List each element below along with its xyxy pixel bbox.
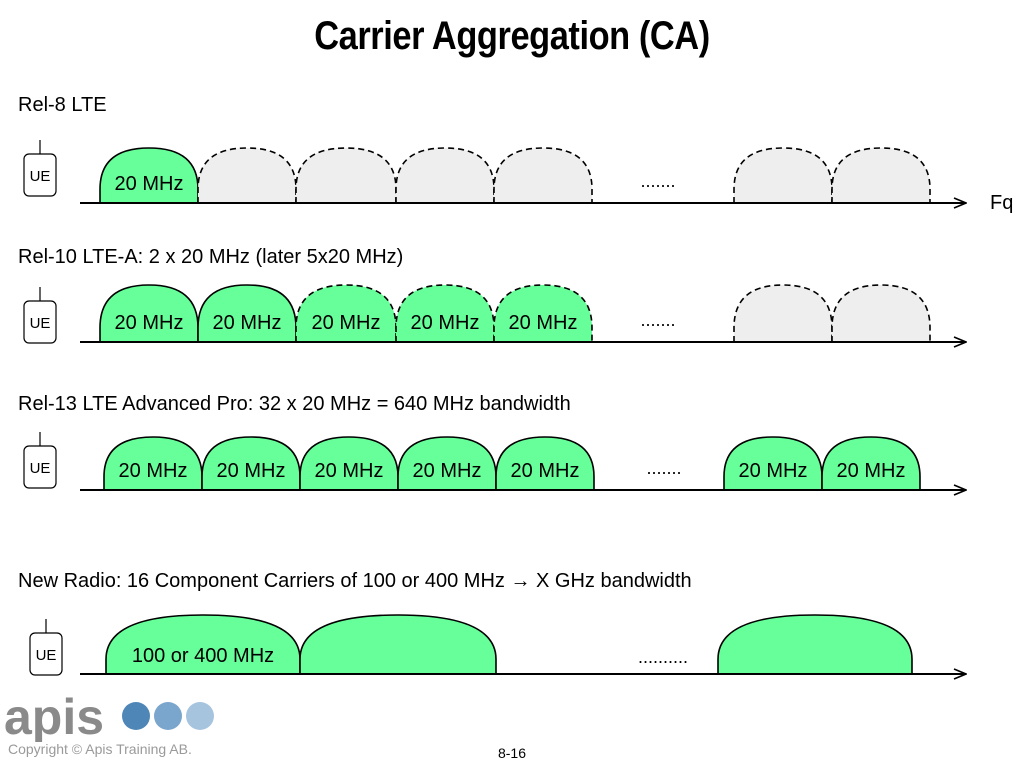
carrier-active — [397, 436, 497, 490]
carrier-active — [99, 284, 199, 342]
carrier-label: 100 or 400 MHz — [132, 645, 274, 667]
carrier-later — [493, 284, 593, 342]
carrier-active — [821, 436, 921, 490]
row-label-rel10: Rel-10 LTE-A: 2 x 20 MHz (later 5x20 MHz… — [18, 246, 404, 268]
carrier-inactive — [295, 147, 397, 203]
carrier-label: 20 MHz — [115, 173, 184, 195]
carrier-label: 20 MHz — [413, 460, 482, 482]
copyright: Copyright © Apis Training AB. — [8, 741, 192, 757]
carrier-inactive — [197, 147, 297, 203]
ellipsis: ....... — [640, 310, 675, 330]
logo-dot — [186, 702, 214, 730]
ellipsis: .......... — [638, 647, 688, 667]
carrier-label: 20 MHz — [837, 460, 906, 482]
carrier-label: 20 MHz — [312, 312, 381, 334]
ue-device — [23, 445, 57, 489]
carrier-active — [299, 436, 399, 490]
logo-dot — [122, 702, 150, 730]
carrier-inactive — [493, 147, 593, 203]
carrier-label: 20 MHz — [217, 460, 286, 482]
carrier-label: 20 MHz — [511, 460, 580, 482]
ue-device — [23, 300, 57, 344]
carrier-active — [99, 147, 199, 203]
carrier-active — [103, 436, 203, 490]
ue-label: UE — [30, 315, 51, 332]
ellipsis: ....... — [646, 458, 681, 478]
row-label-rel8: Rel-8 LTE — [18, 94, 107, 116]
carrier-active — [723, 436, 823, 490]
page-number: 8-16 — [497, 745, 527, 761]
row-label-new-radio: New Radio: 16 Component Carriers of 100 … — [18, 570, 692, 592]
carrier-label: 20 MHz — [213, 312, 282, 334]
carrier-inactive — [733, 284, 833, 342]
carrier-later — [395, 284, 495, 342]
carrier-active — [717, 614, 913, 674]
carrier-active — [197, 284, 297, 342]
carrier-label: 20 MHz — [315, 460, 384, 482]
carrier-active — [105, 614, 301, 674]
ellipsis: ....... — [640, 171, 675, 191]
carrier-inactive — [831, 147, 931, 203]
logo-text: apis — [4, 692, 104, 742]
ue-label: UE — [30, 168, 51, 185]
slide-title: Carrier Aggregation (CA) — [314, 14, 710, 58]
carrier-active — [495, 436, 595, 490]
ue-label: UE — [30, 460, 51, 477]
carrier-label: 20 MHz — [411, 312, 480, 334]
ue-device — [29, 632, 63, 676]
axis-label-fq: Fq — [990, 192, 1013, 214]
carrier-label: 20 MHz — [509, 312, 578, 334]
carrier-label: 20 MHz — [115, 312, 184, 334]
logo-dot — [154, 702, 182, 730]
carrier-inactive — [395, 147, 495, 203]
row-label-rel13: Rel-13 LTE Advanced Pro: 32 x 20 MHz = 6… — [18, 393, 571, 415]
carrier-later — [295, 284, 397, 342]
ue-device — [23, 153, 57, 197]
carrier-active — [201, 436, 301, 490]
carrier-active — [299, 614, 497, 674]
carrier-inactive — [831, 284, 931, 342]
ue-label: UE — [36, 647, 57, 664]
apis-logo: apis — [4, 692, 214, 742]
carrier-inactive — [733, 147, 833, 203]
carrier-label: 20 MHz — [119, 460, 188, 482]
carrier-label: 20 MHz — [739, 460, 808, 482]
